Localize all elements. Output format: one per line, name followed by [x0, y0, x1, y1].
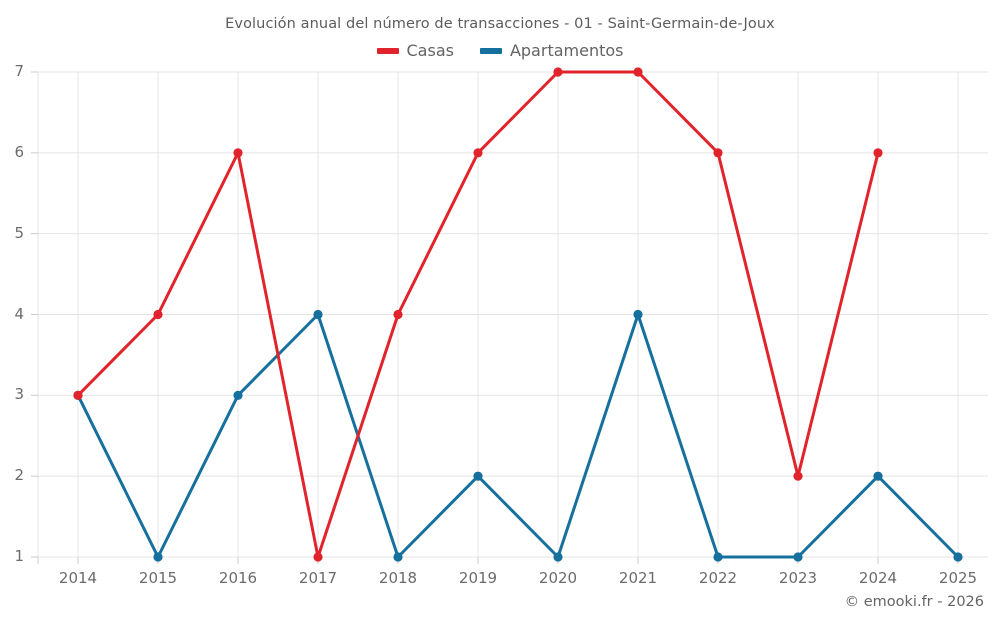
x-axis-tick-label: 2024 — [858, 569, 898, 587]
data-point-marker[interactable] — [713, 552, 723, 562]
x-axis-tick-label: 2014 — [58, 569, 98, 587]
data-point-marker[interactable] — [73, 390, 83, 400]
data-point-marker[interactable] — [313, 309, 323, 320]
data-point-marker[interactable] — [233, 390, 243, 400]
legend-item-casas[interactable]: Casas — [376, 41, 454, 60]
legend-swatch-casas-icon — [376, 48, 399, 54]
y-axis-tick-label: 5 — [14, 223, 24, 242]
x-axis-tick-label: 2017 — [298, 569, 338, 587]
y-axis-tick-label: 3 — [14, 385, 24, 404]
y-axis-tick-label: 7 — [14, 62, 24, 80]
axis-ticks — [31, 71, 959, 564]
data-point-marker[interactable] — [153, 552, 163, 562]
data-point-marker[interactable] — [393, 309, 403, 320]
x-axis-tick-label: 2019 — [458, 569, 498, 587]
x-axis-tick-label: 2016 — [218, 569, 258, 587]
x-axis-tick-label: 2020 — [538, 569, 578, 587]
data-point-marker[interactable] — [793, 471, 803, 481]
y-axis-tick-label: 4 — [14, 304, 24, 323]
legend-label-apartamentos: Apartamentos — [509, 41, 624, 60]
x-axis-tick-label: 2018 — [378, 569, 418, 587]
credit-text: © emooki.fr - 2026 — [844, 594, 984, 610]
series-casas — [73, 67, 883, 562]
data-point-marker[interactable] — [313, 552, 323, 562]
x-axis-tick-label: 2021 — [618, 569, 658, 587]
legend-label-casas: Casas — [406, 41, 454, 60]
series-line — [76, 313, 960, 559]
y-axis-tick-label: 1 — [14, 547, 24, 565]
data-point-marker[interactable] — [713, 148, 723, 158]
data-point-marker[interactable] — [793, 552, 803, 562]
x-axis-tick-label: 2015 — [138, 569, 178, 587]
chart-legend: Casas Apartamentos — [0, 43, 1000, 59]
data-point-marker[interactable] — [873, 471, 883, 481]
x-axis-tick-label: 2022 — [698, 569, 738, 587]
chart-title: Evolución anual del número de transaccio… — [225, 16, 775, 32]
legend-swatch-apartamentos-icon — [479, 48, 502, 54]
data-point-marker[interactable] — [473, 148, 483, 158]
y-axis-tick-label: 2 — [14, 466, 24, 485]
data-point-marker[interactable] — [553, 67, 563, 77]
data-point-marker[interactable] — [473, 471, 483, 481]
data-point-marker[interactable] — [233, 148, 243, 158]
data-point-marker[interactable] — [633, 309, 643, 320]
x-axis-tick-label: 2025 — [938, 569, 978, 587]
x-axis-tick-label: 2023 — [778, 569, 818, 587]
data-point-marker[interactable] — [953, 552, 963, 562]
data-point-marker[interactable] — [873, 148, 883, 158]
data-point-marker[interactable] — [153, 309, 163, 320]
legend-item-apartamentos[interactable]: Apartamentos — [479, 41, 624, 60]
data-point-marker[interactable] — [633, 67, 643, 77]
data-point-marker[interactable] — [553, 552, 563, 562]
y-axis-tick-label: 6 — [14, 142, 24, 161]
data-point-marker[interactable] — [393, 552, 403, 562]
gridlines — [37, 71, 988, 558]
